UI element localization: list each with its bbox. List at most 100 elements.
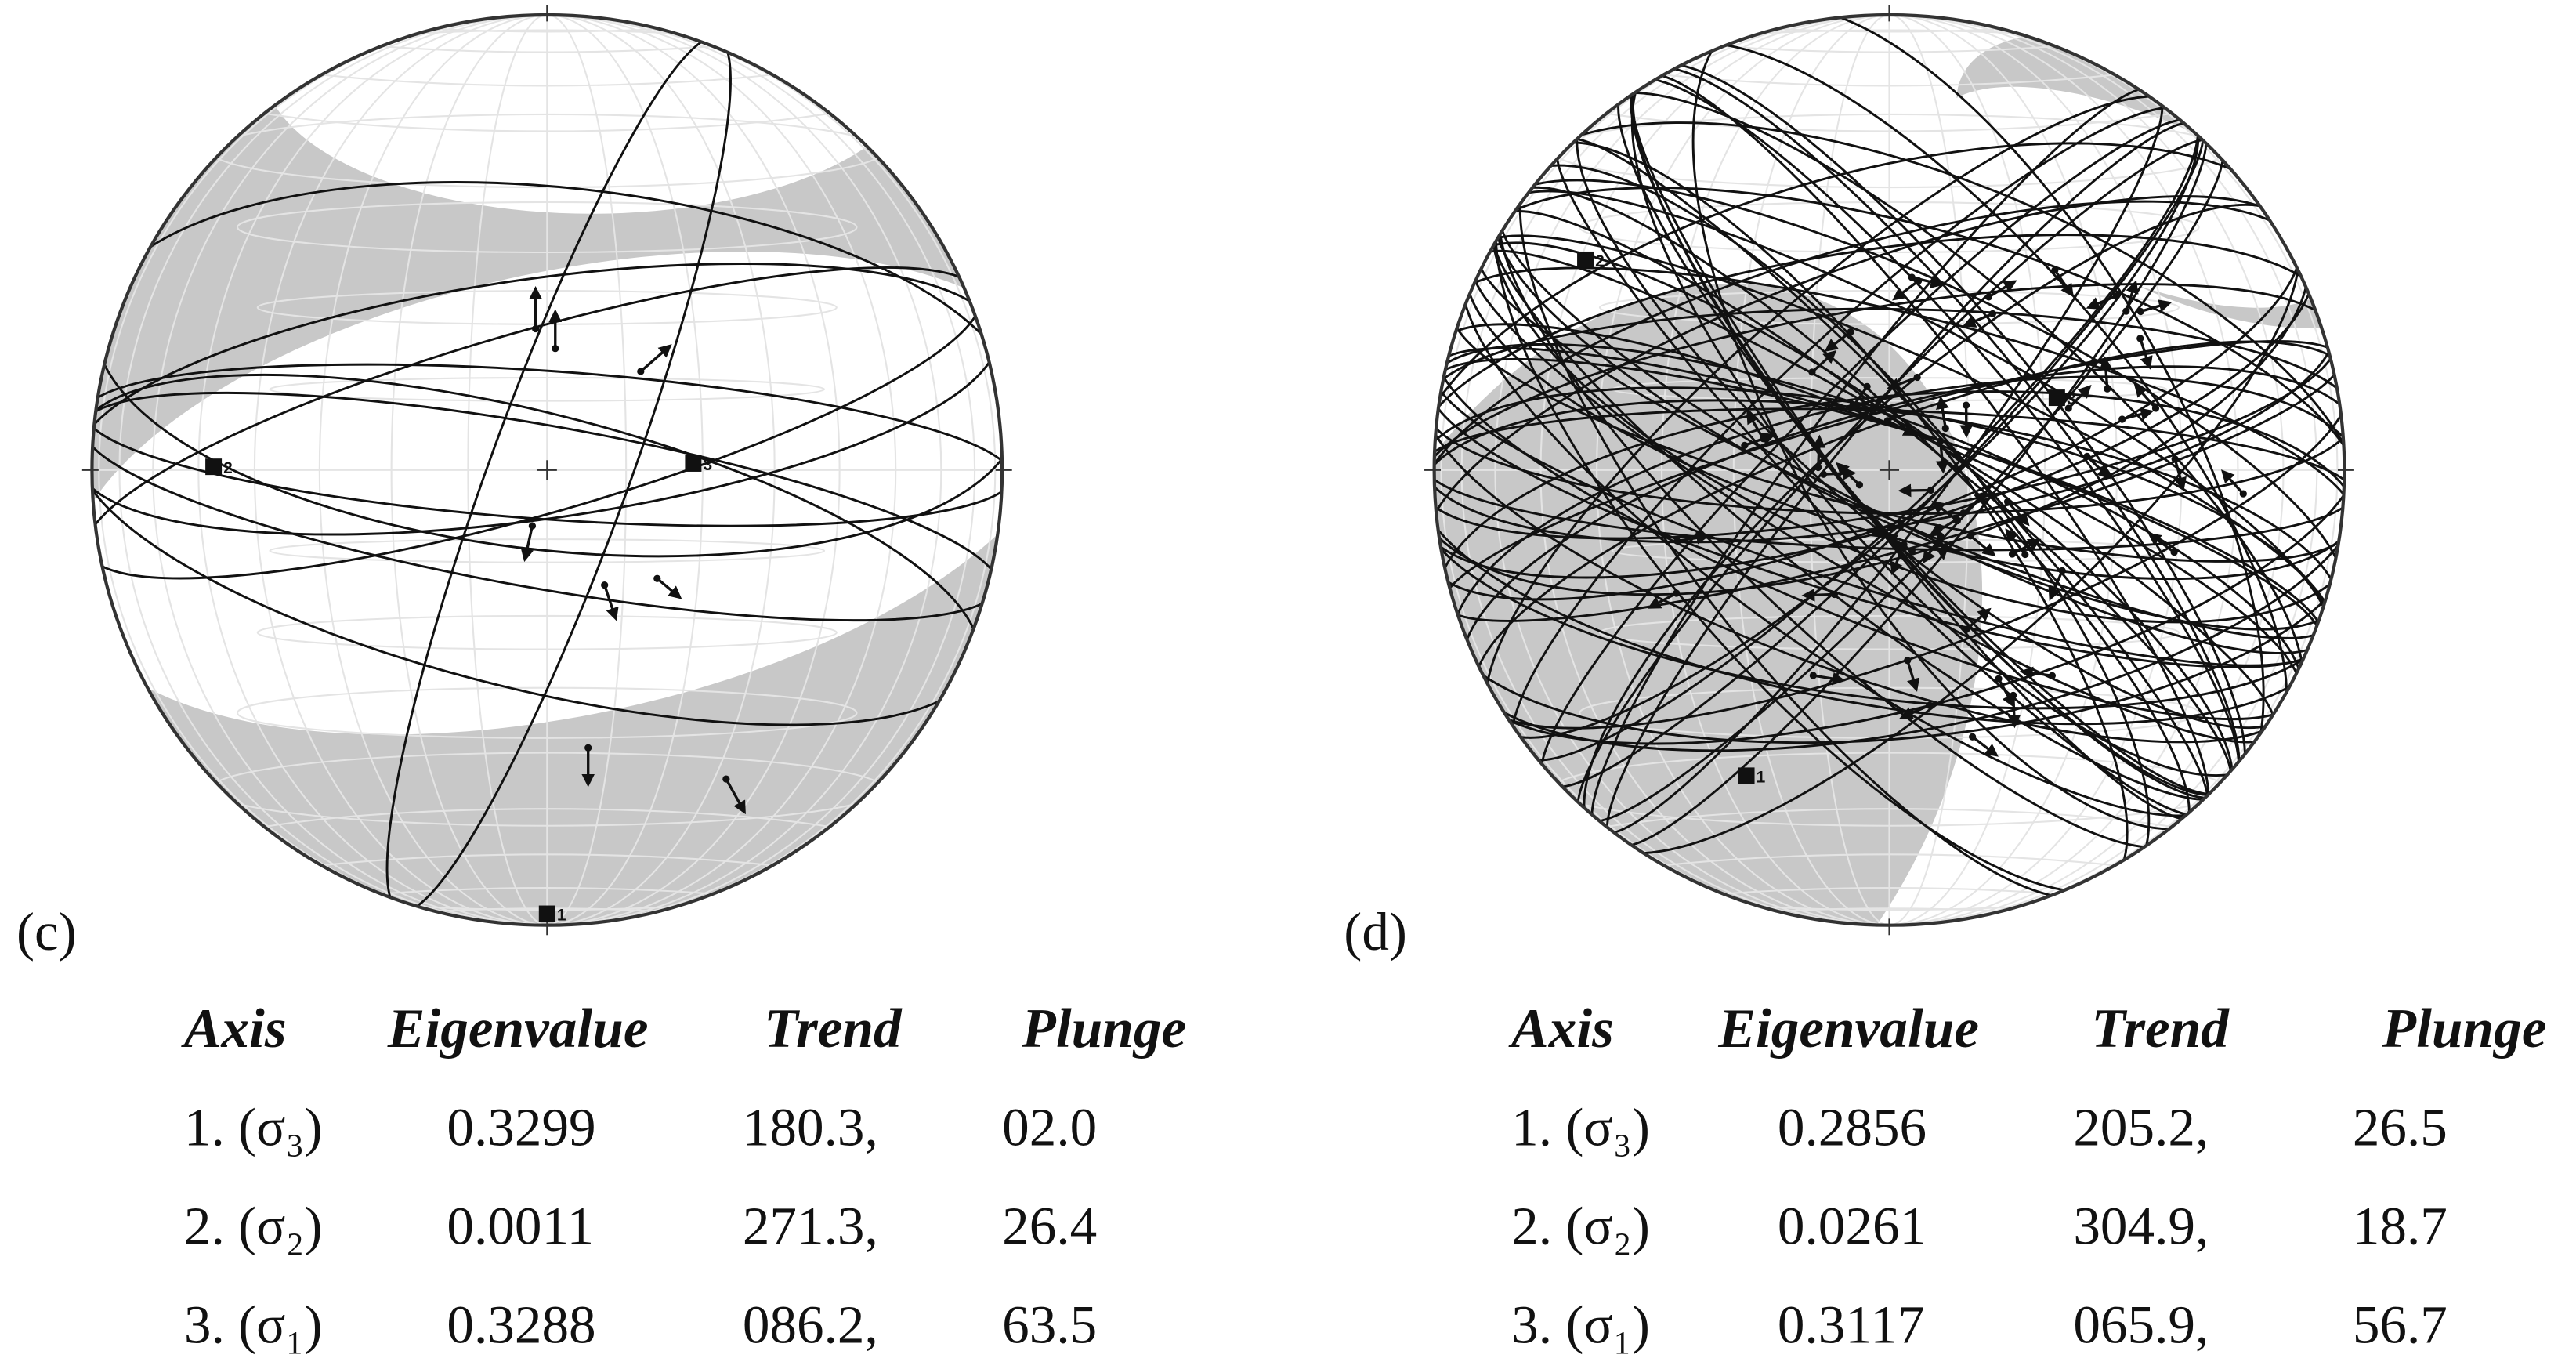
table-header: Plunge (2382, 998, 2547, 1059)
axis-marker-label: 1 (557, 906, 566, 924)
slip-arrow (1847, 386, 1869, 414)
table-cell: 26.5 (2353, 1097, 2448, 1157)
axis-marker-label: 3 (703, 456, 712, 474)
table-cell: 63.5 (1002, 1294, 1097, 1354)
slip-arrow (2220, 469, 2245, 495)
table-cell: 26.4 (1002, 1196, 1097, 1256)
table-cell: 205.2, (2073, 1097, 2209, 1157)
great-circle (1434, 307, 2345, 515)
axis-marker (1738, 767, 1755, 784)
table-header: Eigenvalue (1717, 998, 1979, 1059)
table-header: Axis (1508, 998, 1614, 1059)
slip-arrow (1971, 735, 1999, 757)
table-cell: 180.3, (743, 1097, 878, 1157)
slip-arrow (1824, 331, 1852, 352)
table-cell: 2. (σ₂) (1511, 1196, 1650, 1256)
axis-marker-label: 2 (1595, 252, 1605, 270)
slip-arrow (1883, 533, 1913, 552)
slip-arrow (2005, 528, 2027, 556)
table-cell: 0.3288 (447, 1294, 595, 1354)
slip-arrow (1936, 396, 1949, 429)
slip-arrow (1962, 312, 1994, 328)
axis-marker (685, 455, 702, 472)
slip-arrow (1969, 534, 1996, 557)
slip-arrow (725, 778, 746, 815)
slip-arrow (1988, 280, 2017, 299)
axis-marker (2048, 389, 2065, 407)
slip-arrow (1887, 419, 1917, 436)
table-cell: 304.9, (2073, 1196, 2209, 1256)
axis-marker (1577, 251, 1594, 268)
table-cell: 3. (σ₁) (184, 1294, 323, 1354)
slip-arrow (2173, 458, 2187, 491)
slip-arrow (1997, 678, 2015, 708)
slip-arrow (1746, 410, 1765, 440)
table-cell: 0.2856 (1778, 1097, 1927, 1157)
table-cell: 3. (σ₁) (1511, 1294, 1650, 1354)
slip-arrow (2086, 455, 2111, 480)
slip-arrow (1935, 440, 1949, 474)
table-cell: 1. (σ₃) (184, 1097, 323, 1157)
fault-pole (1927, 486, 1935, 494)
table-cell: 0.0261 (1778, 1196, 1927, 1256)
table-header: Trend (764, 998, 903, 1059)
slip-arrow (520, 525, 534, 563)
table-cell: 2. (σ₂) (184, 1196, 323, 1256)
axis-marker-label: 2 (223, 459, 233, 477)
slip-arrow (2068, 385, 2092, 410)
table-header: Trend (2091, 998, 2230, 1059)
center-cross (537, 460, 557, 480)
slip-arrow (603, 585, 619, 621)
table-cell: 02.0 (1002, 1097, 1097, 1157)
slip-arrow (1965, 607, 1992, 631)
slip-arrow (656, 577, 682, 599)
slip-arrow (1899, 704, 1930, 719)
slip-arrow (2133, 383, 2157, 410)
slip-arrow (1812, 434, 1826, 468)
slip-arrow (2122, 407, 2155, 421)
table-cell: 0.0011 (447, 1196, 594, 1256)
slip-arrow (1911, 275, 1945, 288)
slip-arrow (1813, 672, 1846, 686)
unshaded-top (262, 14, 921, 214)
slip-arrow (639, 344, 672, 373)
fault-pole (1673, 537, 1681, 545)
slip-arrow (1869, 523, 1901, 538)
table-header: Axis (181, 998, 287, 1059)
slip-arrow (1906, 660, 1920, 692)
slip-arrow (1892, 280, 1919, 301)
table-header: Eigenvalue (387, 998, 649, 1059)
slip-arrow (2099, 356, 2113, 389)
axis-marker-label: 1 (1757, 768, 1766, 786)
slip-arrow (2140, 299, 2173, 313)
axis-marker (205, 458, 223, 476)
axis-marker-label: 3 (2067, 390, 2076, 408)
great-circle (92, 363, 1003, 527)
unshaded-band (92, 252, 1003, 735)
slip-arrow (1811, 349, 1837, 374)
table-cell: 56.7 (2353, 1294, 2448, 1354)
slip-arrow (1922, 535, 1942, 564)
slip-arrow (1962, 491, 1988, 514)
slip-arrow (2011, 538, 2042, 556)
panel-label: (d) (1344, 901, 1407, 962)
slip-arrow (2139, 338, 2153, 370)
eigen-table: Axis Eigenvalue Trend Plunge 1. (σ₃) 0.3299 18… (181, 998, 1186, 1354)
slip-arrow (1647, 592, 1677, 609)
slip-arrow (2048, 570, 2064, 601)
table-cell: 065.9, (2073, 1294, 2209, 1354)
slip-arrow (2007, 695, 2021, 729)
panel-label: (c) (16, 901, 77, 962)
table-cell: 271.3, (743, 1196, 878, 1256)
eigen-table: Axis Eigenvalue Trend Plunge 1. (σ₃) 0.2856 20… (1508, 998, 2546, 1354)
slip-arrow (2019, 666, 2053, 680)
fault-pole (1962, 401, 1970, 409)
slip-arrow (1890, 544, 1905, 575)
slip-arrow (2006, 501, 2030, 527)
table-cell: 0.3299 (447, 1097, 595, 1157)
slip-arrow (1898, 483, 1931, 498)
